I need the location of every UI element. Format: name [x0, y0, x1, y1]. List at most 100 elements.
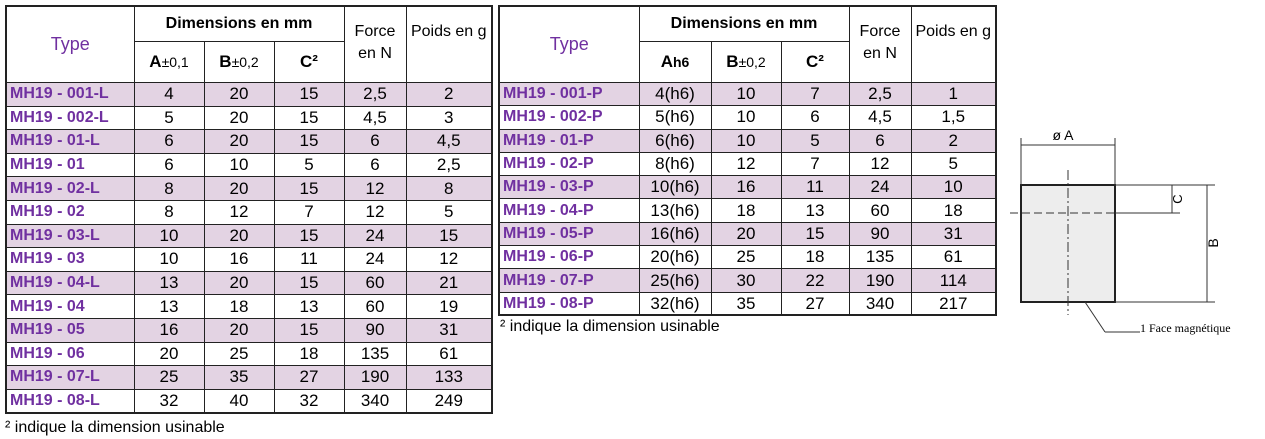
- cell: 20: [203, 82, 275, 107]
- cell: 15: [273, 129, 345, 154]
- type-cell: MH19 - 06-P: [498, 245, 640, 270]
- row: MH19 - 001-L 4 20 15 2,5 2: [5, 82, 493, 107]
- cell: 217: [910, 291, 997, 316]
- header: B: [219, 52, 232, 71]
- cell: 35: [203, 365, 275, 390]
- cell: 1,5: [910, 105, 997, 130]
- dim-label: ø A: [1052, 127, 1074, 143]
- row: MH19 - 04-L 13 20 15 60 21: [5, 270, 493, 296]
- cell: 5: [910, 151, 997, 177]
- cell: 6: [133, 129, 205, 154]
- type-cell: MH19 - 02: [5, 199, 135, 225]
- cell: 4: [133, 82, 205, 107]
- cell: 6(h6): [638, 128, 712, 153]
- row: MH19 - 002-P 5(h6) 10 6 4,5 1,5: [498, 105, 997, 130]
- cell: 24: [343, 223, 407, 249]
- row: MH19 - 002-L 5 20 15 4,5 3: [5, 105, 493, 131]
- type-cell: MH19 - 002-L: [5, 105, 135, 131]
- cell: 10: [710, 81, 782, 107]
- tolerance: h6: [672, 54, 690, 70]
- cell: 20: [203, 317, 275, 343]
- cell: 20: [203, 129, 275, 154]
- cell: 4,5: [848, 105, 912, 130]
- tolerance: ±0,2: [738, 54, 766, 70]
- cell: 18: [780, 245, 850, 270]
- header: Poids en g: [910, 5, 997, 83]
- cell: 15: [273, 105, 345, 131]
- cell: 27: [780, 291, 850, 316]
- cell: 10: [203, 152, 275, 178]
- type-cell: MH19 - 04: [5, 294, 135, 319]
- cell: 5: [780, 128, 850, 153]
- row: MH19 - 02-L 8 20 15 12 8: [5, 176, 493, 201]
- row: MH19 - 04 13 18 13 60 19: [5, 294, 493, 319]
- row: MH19 - 001-P 4(h6) 10 7 2,5 1: [498, 81, 997, 107]
- cell: 18: [710, 198, 782, 223]
- cell: 61: [910, 245, 997, 270]
- type-cell: MH19 - 04-P: [498, 198, 640, 223]
- cell: 60: [848, 198, 912, 223]
- cell: 20: [710, 221, 782, 247]
- type-cell: MH19 - 03-P: [498, 175, 640, 200]
- cell: 249: [405, 388, 493, 414]
- cell: 340: [848, 291, 912, 316]
- row: MH19 - 05 16 20 15 90 31: [5, 317, 493, 343]
- cell: 340: [343, 388, 407, 414]
- cell: 8: [405, 176, 493, 201]
- cell: 2: [405, 82, 493, 107]
- cell: 8: [133, 199, 205, 225]
- type-cell: MH19 - 01-P: [498, 128, 640, 153]
- header: A: [149, 52, 162, 71]
- cell: 19: [405, 294, 493, 319]
- dim-label: C: [1170, 194, 1185, 203]
- row: MH19 - 04-P 13(h6) 18 13 60 18: [498, 198, 997, 223]
- row: MH19 - 05-P 16(h6) 20 15 90 31: [498, 221, 997, 247]
- cell: 18: [203, 294, 275, 319]
- header: C²: [780, 41, 850, 83]
- cell: 5(h6): [638, 105, 712, 130]
- cell: 5: [405, 199, 493, 225]
- cell: 31: [910, 221, 997, 247]
- row: MH19 - 01 6 10 5 6 2,5: [5, 152, 493, 178]
- part-label: 1 Face magnétique: [1140, 321, 1231, 335]
- cell: 5: [133, 105, 205, 131]
- cell: 25: [203, 341, 275, 367]
- cell: 24: [343, 247, 407, 272]
- type-cell: MH19 - 001-L: [5, 82, 135, 107]
- row: MH19 - 03-P 10(h6) 16 11 24 10: [498, 175, 997, 200]
- cell: 4(h6): [638, 81, 712, 107]
- cell: 15: [273, 270, 345, 296]
- header: B±0,2: [710, 41, 782, 83]
- cell: 135: [343, 341, 407, 367]
- cell: 13(h6): [638, 198, 712, 223]
- cell: 135: [848, 245, 912, 270]
- cell: 190: [343, 365, 407, 390]
- row: MH19 - 02 8 12 7 12 5: [5, 199, 493, 225]
- cell: 5: [273, 152, 345, 178]
- type-cell: MH19 - 05: [5, 317, 135, 343]
- cell: 20: [203, 223, 275, 249]
- cell: 15: [273, 223, 345, 249]
- cell: 32(h6): [638, 291, 712, 316]
- type-cell: MH19 - 02-L: [5, 176, 135, 201]
- cell: 35: [710, 291, 782, 316]
- cell: 10: [133, 223, 205, 249]
- cell: 20: [133, 341, 205, 367]
- row: MH19 - 08-P 32(h6) 35 27 340 217: [498, 291, 997, 316]
- cell: 18: [910, 198, 997, 223]
- row: MH19 - 06 20 25 18 135 61: [5, 341, 493, 367]
- cell: 15: [273, 82, 345, 107]
- type-cell: MH19 - 01: [5, 152, 135, 178]
- cell: 32: [133, 388, 205, 414]
- cell: 7: [780, 151, 850, 177]
- cell: 16(h6): [638, 221, 712, 247]
- type-cell: MH19 - 03-L: [5, 223, 135, 249]
- header: Dimensions en mm: [638, 5, 850, 42]
- cell: 2,5: [405, 152, 493, 178]
- cell: 12: [343, 176, 407, 201]
- table: Type Dimensions en mm Force en N Poids en g…: [5, 5, 493, 414]
- cell: 10: [710, 105, 782, 130]
- cell: 32: [273, 388, 345, 414]
- cell: 4,5: [405, 129, 493, 154]
